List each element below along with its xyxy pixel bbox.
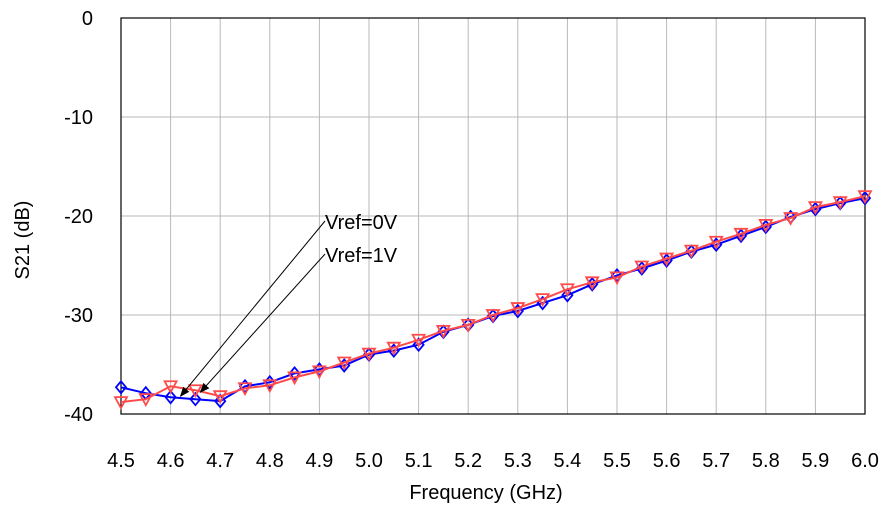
data-point-marker [288,366,301,381]
annotation-arrow [179,220,326,397]
annotation-label: Vref=0V [325,212,398,234]
data-point-marker [733,227,749,242]
data-point-marker [435,324,451,339]
x-tick-label: 5.8 [752,450,780,472]
x-axis-label: Frequency (GHz) [409,482,562,504]
data-point-marker [832,196,848,211]
data-point-marker [485,309,501,323]
data-point-marker [683,244,699,259]
data-point-marker [163,380,179,395]
x-tick-labels: 4.5 4.6 4.7 4.8 4.9 5.0 5.1 5.2 5.3 5.4 5.5 5.6 5.7 5… [107,450,879,472]
x-tick-label: 4.5 [107,450,135,472]
data-point-marker [535,293,551,308]
data-point-marker [659,252,675,267]
data-point-marker [187,384,203,399]
annotation-arrow [199,253,326,393]
data-point-marker [287,371,303,386]
x-tick-label: 5.9 [801,450,829,472]
data-point-marker [510,302,526,316]
data-point-marker [336,356,352,371]
x-tick-label: 4.8 [256,450,284,472]
series-2 [113,190,873,410]
data-point-marker [214,393,227,409]
data-point-marker [634,260,650,275]
data-point-marker [361,347,377,362]
data-point-marker [561,287,574,303]
data-point-marker [559,283,575,298]
data-point-marker [610,267,624,283]
data-point-marker [189,391,202,407]
x-tick-label: 4.9 [305,450,333,472]
data-point-marker [262,379,278,394]
data-point-marker [412,337,425,353]
data-point-marker [708,235,724,250]
x-tick-label: 4.6 [157,450,185,472]
data-point-marker [584,276,600,291]
y-axis-label: S21 (dB) [12,201,34,280]
data-point-marker [807,201,823,215]
data-point-marker [609,271,625,286]
y-tick-label: -20 [64,206,93,228]
data-point-marker [313,362,326,377]
x-tick-label: 5.1 [405,450,433,472]
data-point-marker [113,396,129,410]
x-tick-label: 6.0 [851,450,879,472]
x-tick-label: 5.7 [702,450,730,472]
data-point-marker [411,333,427,348]
data-point-marker [857,190,873,205]
data-point-marker [138,393,154,408]
data-point-marker [783,212,799,226]
series-line [120,195,866,404]
y-tick-label: -10 [64,107,93,129]
data-point-marker [237,382,253,397]
x-tick-label: 5.5 [603,450,631,472]
y-tick-label: -40 [64,404,93,426]
y-tick-labels: 0 -10 -20 -30 -40 [64,8,93,426]
annotation-label: Vref=1V [325,245,398,267]
x-tick-label: 4.7 [206,450,234,472]
data-point-marker [212,390,228,405]
x-tick-label: 5.2 [454,450,482,472]
y-tick-label: 0 [82,8,93,30]
data-point-marker [238,378,252,394]
series-group [113,190,873,410]
data-point-marker [164,389,177,405]
x-tick-label: 5.6 [653,450,681,472]
x-tick-label: 5.4 [553,450,581,472]
y-tick-label: -30 [64,305,93,327]
annotations: Vref=0V Vref=1V [179,212,398,397]
data-point-marker [311,365,327,380]
data-point-marker [460,318,476,333]
data-point-marker [386,341,402,356]
plot-frame [120,17,866,415]
x-tick-label: 5.0 [355,450,383,472]
data-point-marker [114,379,128,395]
x-tick-label: 5.3 [504,450,532,472]
data-point-marker [758,219,774,233]
